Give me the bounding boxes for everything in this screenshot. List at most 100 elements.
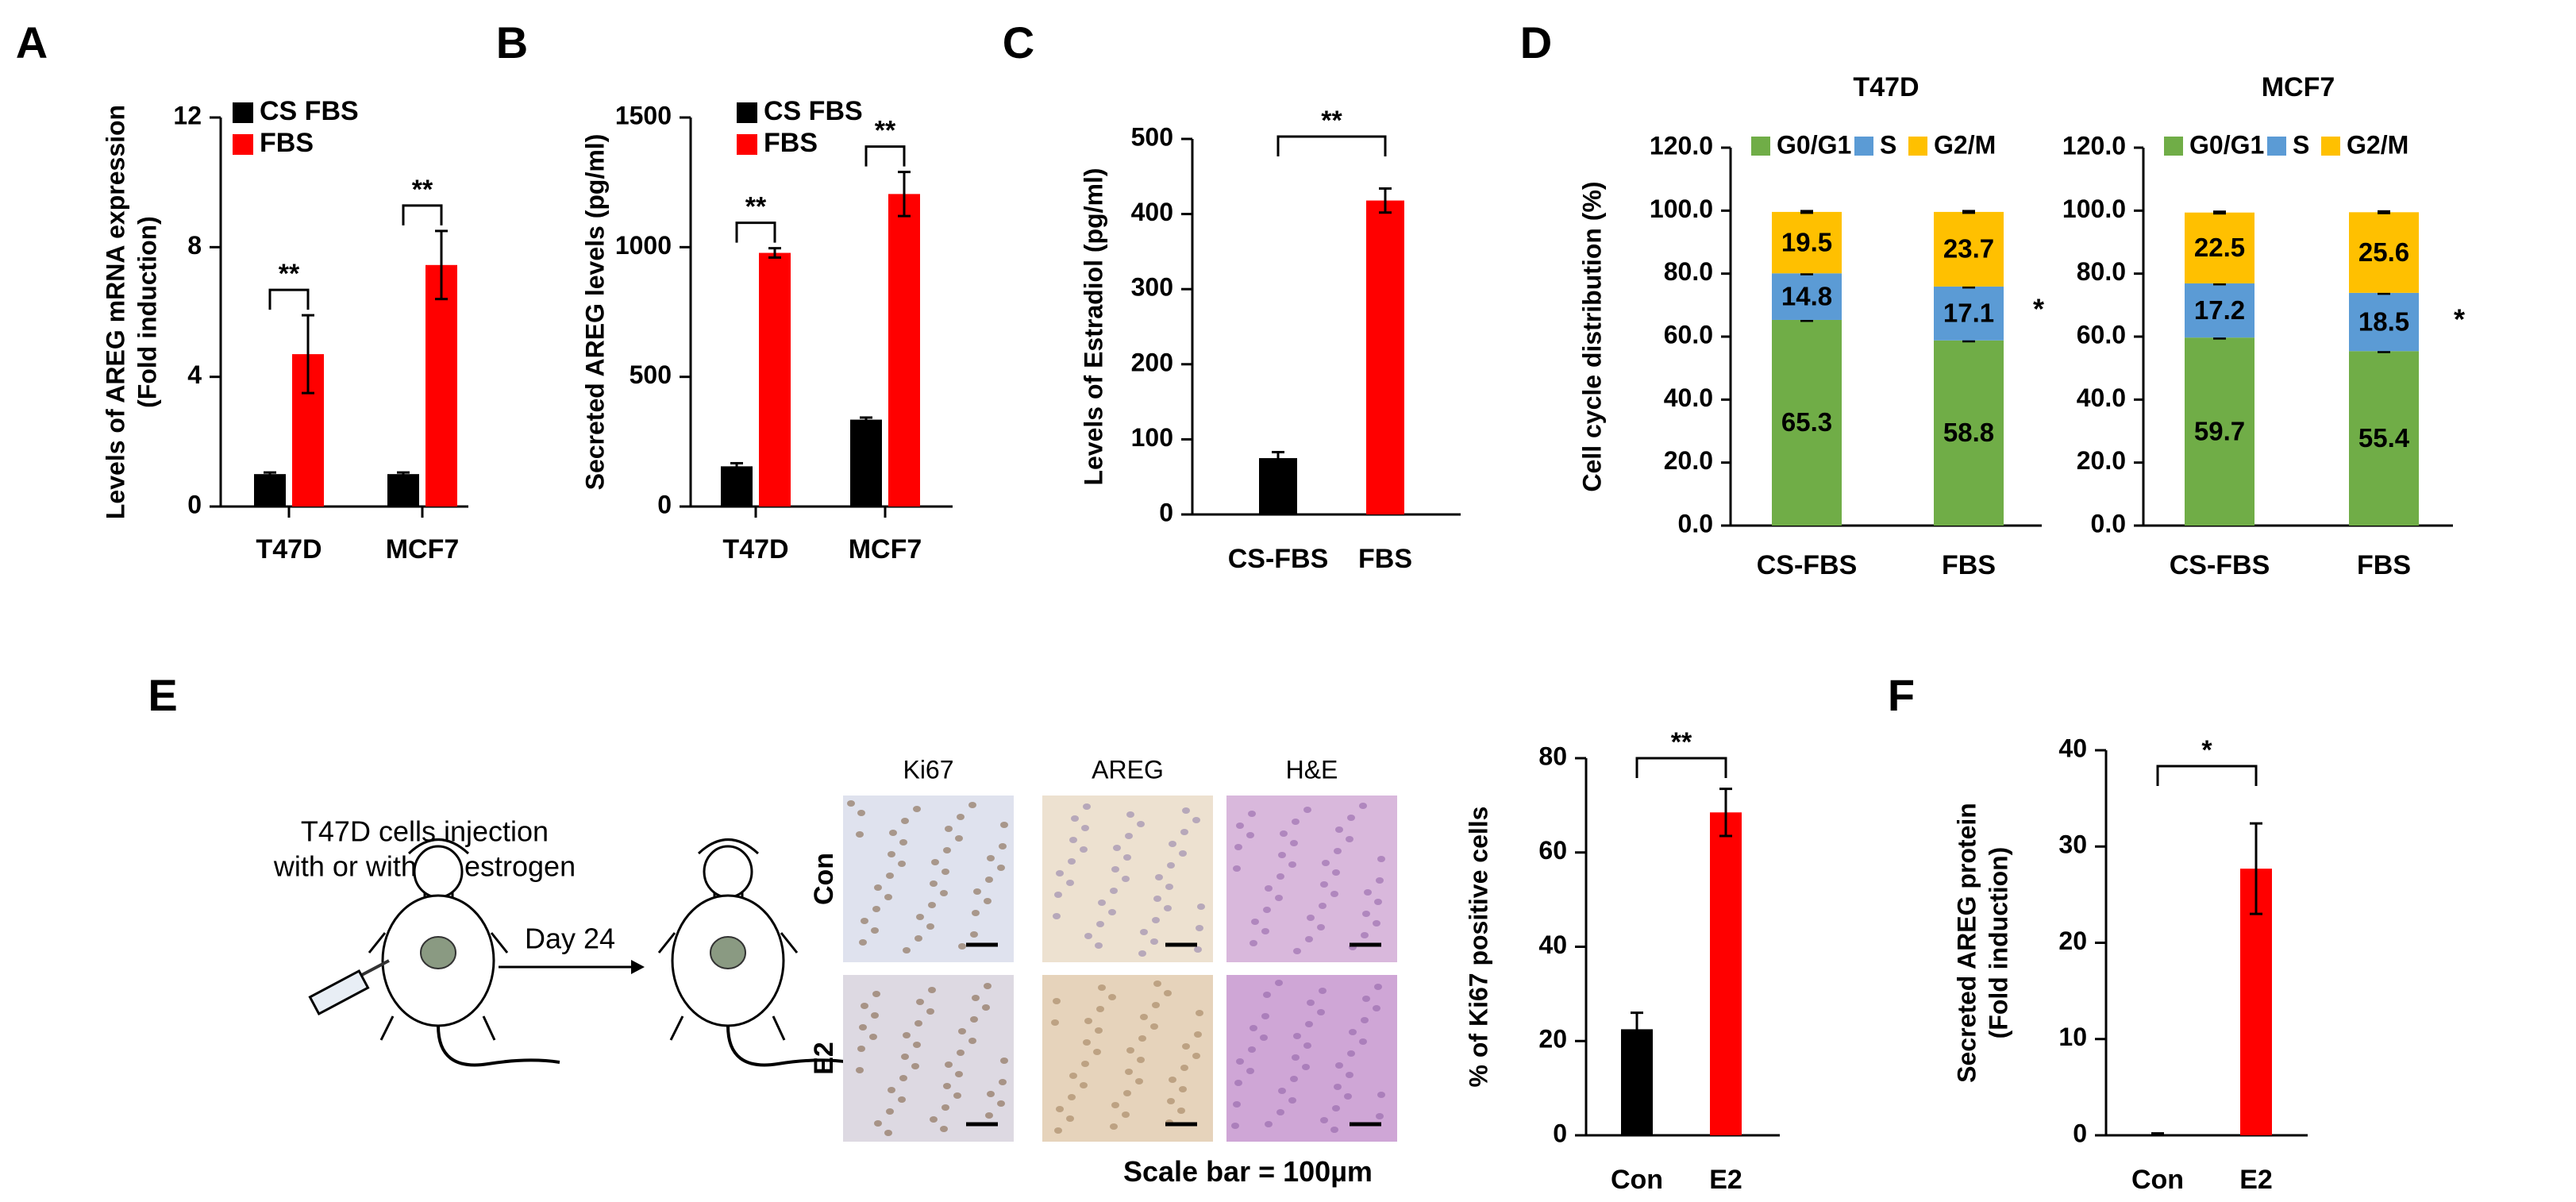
cell-nucleus [940,1126,948,1132]
chart-e-bar-e2 [1710,812,1742,1135]
chart-a-bar-mcf7-cs-fbs [387,474,419,507]
chart-d1-segment-label: 19.5 [1781,227,1832,256]
chart-c-significance-bracket [1276,135,1387,156]
chart-d2-segment-cs-fbs-g2m [2185,212,2254,283]
chart-d1-y-tick-label: 40.0 [1664,383,1713,412]
cell-nucleus [1180,829,1188,835]
cell-nucleus [1248,811,1256,817]
cell-nucleus [1346,1072,1353,1078]
cell-nucleus [869,1034,877,1040]
chart-d1: 0.0 20.0 40.0 60.0 80.0 100.0 120.0 Cell cycle … [1577,72,2044,580]
panel-letter-c: C [1003,17,1034,67]
cell-nucleus [1251,919,1259,925]
tumor [710,936,746,969]
cell-nucleus [1332,1105,1340,1111]
cell-nucleus [1260,1034,1268,1041]
cell-nucleus [1335,1062,1343,1069]
cell-nucleus [1179,1086,1187,1092]
chart-d2-title: MCF7 [2262,72,2335,102]
cell-nucleus [1347,1050,1355,1057]
cell-nucleus [871,927,879,934]
cell-nucleus [958,1028,966,1034]
chart-b-x-tick-label: MCF7 [849,534,922,564]
chart-a-bar-t47d-cs-fbs [254,474,286,507]
cell-nucleus [987,1091,995,1097]
chart-c-y-tick-label: 100 [1131,423,1173,452]
cell-nucleus [872,991,880,997]
chart-a: 0 4 8 12 Levels of AREG mRNA expression (Fold… [101,96,468,564]
cell-nucleus [1319,988,1327,994]
cell-nucleus [1261,1013,1269,1019]
cell-nucleus [901,818,909,824]
cell-nucleus [1169,841,1176,847]
chart-b-legend-swatch [737,134,757,155]
cell-nucleus [888,1087,895,1093]
cell-nucleus [940,890,948,896]
cell-nucleus [913,1042,921,1048]
chart-d1-legend-swatch [1854,137,1873,156]
cell-nucleus [1153,980,1161,987]
chart-b-legend-swatch [737,102,757,123]
cell-nucleus [914,935,922,942]
cell-nucleus [899,1075,907,1081]
histology-row-label: Con [809,853,839,905]
cell-nucleus [1192,1053,1200,1059]
cell-nucleus [958,943,966,950]
cell-nucleus [973,888,981,895]
chart-c: 0 100 200 300 400 500 Levels of Estradiol (pg/… [1079,106,1461,574]
cell-nucleus [1135,1078,1143,1084]
cell-nucleus [1137,821,1145,827]
cell-nucleus [898,861,906,867]
cell-nucleus [1265,885,1273,892]
chart-b-significance-label: ** [875,116,896,146]
cell-nucleus [1123,854,1131,861]
chart-d1-x-tick-label: FBS [1942,550,1996,580]
cell-nucleus [985,1112,993,1119]
cell-nucleus [1280,830,1288,837]
mouse-after [657,838,850,1067]
cell-nucleus [1320,1117,1328,1123]
chart-d1-x-tick-label: CS-FBS [1757,550,1858,580]
chart-a-significance-bracket [402,204,443,225]
chart-b-significance-bracket [864,145,906,167]
cell-nucleus [1317,924,1325,930]
cell-nucleus [930,880,938,887]
panel-letter-a: A [16,17,48,67]
cell-nucleus [1234,844,1242,850]
chart-d1-y-tick-label: 100.0 [1650,195,1713,223]
chart-f-y-label: (Fold induction) [1984,847,2012,1039]
cell-nucleus [1164,990,1172,996]
chart-a-legend-swatch [233,134,253,155]
cell-nucleus [1263,907,1271,913]
cell-nucleus [982,1004,990,1011]
cell-nucleus [1096,921,1104,927]
cell-nucleus [1334,1084,1342,1090]
cell-nucleus [1179,850,1187,857]
cell-nucleus [1303,807,1311,813]
chart-e-y-tick-label: 0 [1553,1119,1567,1147]
cell-nucleus [1167,1098,1175,1104]
cell-nucleus [884,1130,892,1136]
cell-nucleus [888,851,895,857]
chart-d1-segment-fbs-s [1934,286,2004,341]
cell-nucleus [847,800,855,807]
cell-nucleus [898,1096,906,1103]
chart-e-y-tick-label: 20 [1538,1025,1567,1054]
chart-c-y-tick-label: 500 [1131,122,1173,151]
chart-d2-segment-cs-fbs-g0g1 [2185,337,2254,526]
cell-nucleus [872,906,880,912]
chart-c-x-tick-label: CS-FBS [1228,544,1329,574]
cell-nucleus [1249,940,1257,946]
cell-nucleus [1293,948,1301,954]
cell-nucleus [1307,915,1315,921]
chart-d2-segment-label: 25.6 [2358,237,2409,267]
histology-column-label: H&E [1286,755,1338,784]
cell-nucleus [1071,815,1079,822]
cell-nucleus [913,806,921,812]
chart-b-y-tick-label: 1000 [615,231,672,260]
chart-f-y-tick-label: 40 [2058,734,2087,762]
chart-c-y-tick-label: 0 [1159,498,1173,526]
chart-e-x-tick-label: E2 [1709,1165,1742,1195]
chart-d2-y-tick-label: 80.0 [2077,257,2126,286]
